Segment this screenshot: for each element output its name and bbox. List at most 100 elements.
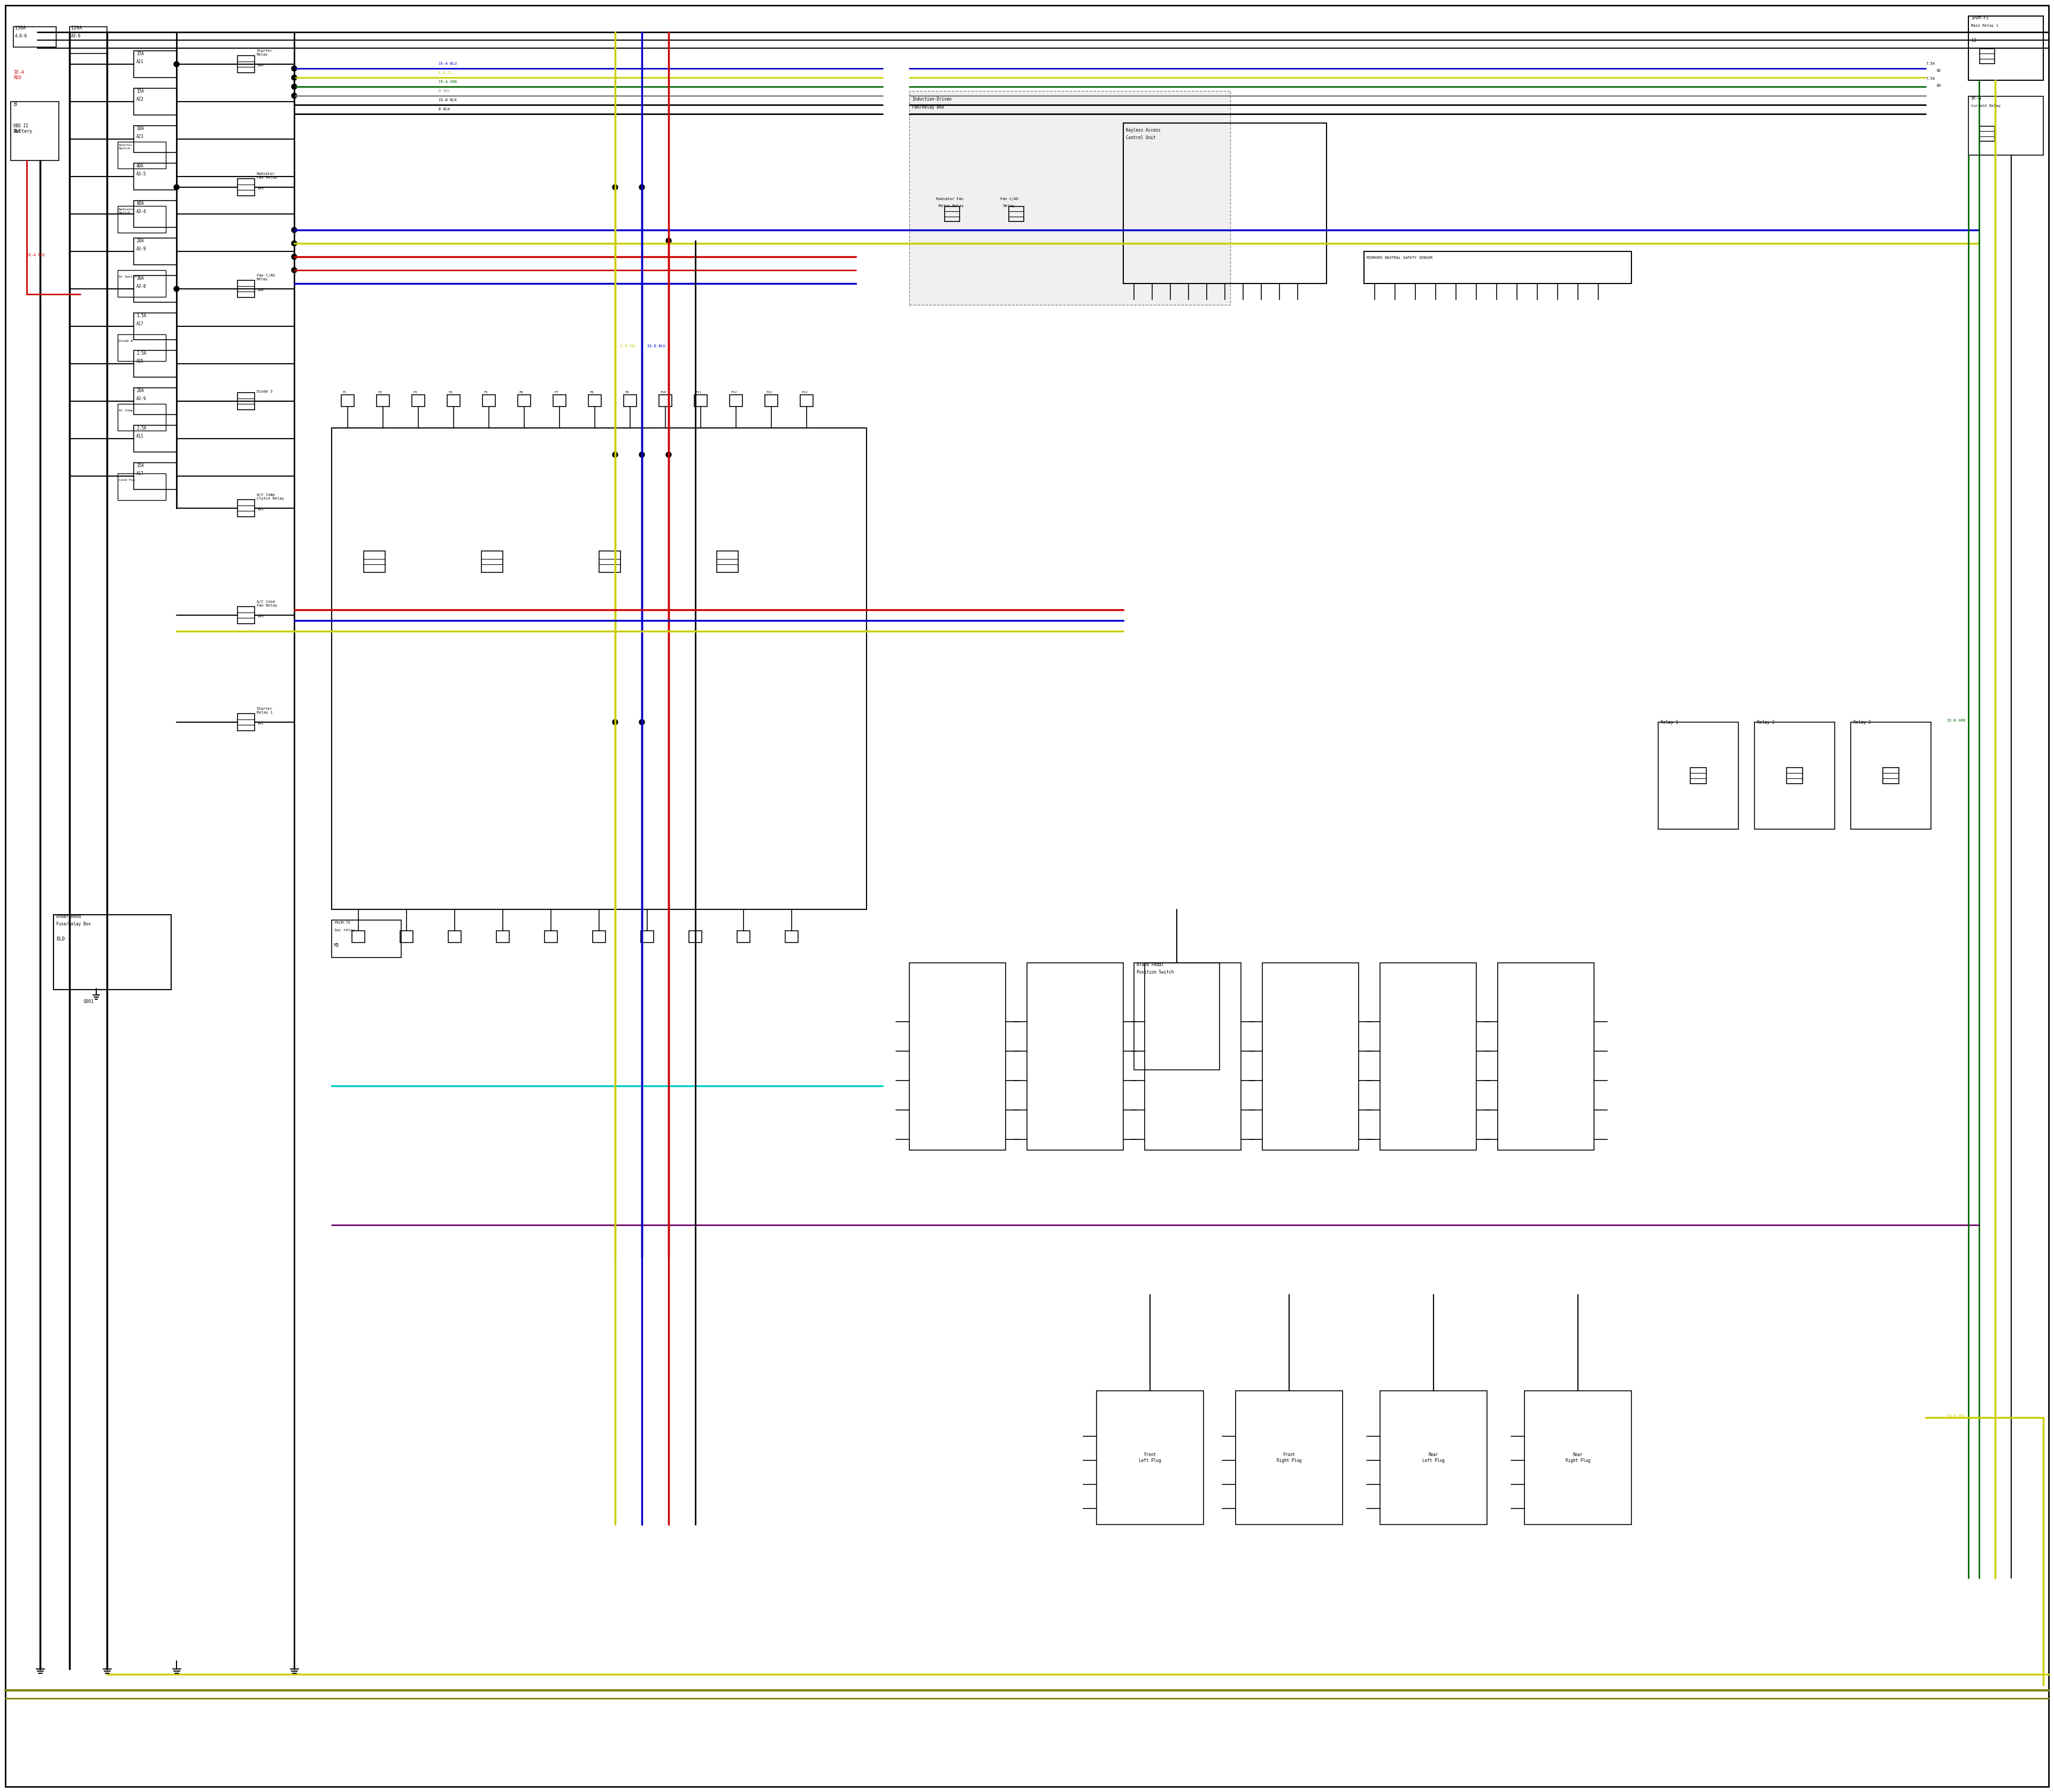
Text: ELD: ELD (55, 937, 66, 941)
Text: Radiator
Switch: Radiator Switch (119, 208, 136, 213)
Text: A17: A17 (136, 321, 144, 326)
Bar (785, 930, 799, 943)
Text: Front
Left Plug: Front Left Plug (1138, 1453, 1161, 1462)
Bar (238, 280, 255, 297)
Circle shape (175, 61, 179, 66)
Bar (1690, 767, 1707, 783)
Bar (117, 271, 166, 297)
Text: Induction-Driven: Induction-Driven (912, 97, 951, 102)
Text: B: B (14, 102, 16, 108)
Bar (1009, 206, 1023, 222)
Text: Diode B: Diode B (119, 340, 134, 342)
Text: Starter
Switch: Starter Switch (119, 143, 134, 151)
Bar (594, 930, 606, 943)
Text: A11: A11 (136, 434, 144, 439)
Bar (910, 962, 1006, 1150)
Bar (376, 394, 390, 407)
Text: A23: A23 (136, 134, 144, 140)
Text: BT-G: BT-G (1972, 95, 1980, 100)
Text: 30A: 30A (136, 276, 144, 281)
Text: IE-B GRN: IE-B GRN (1947, 719, 1966, 722)
Bar (238, 500, 255, 516)
Bar (117, 403, 166, 430)
Text: F12: F12 (731, 391, 737, 394)
Bar (331, 428, 867, 909)
Bar (1380, 1391, 1487, 1525)
Bar (134, 425, 177, 452)
Text: 10A: 10A (136, 125, 144, 131)
Text: 20A: 20A (136, 389, 144, 392)
Text: Starter
Relay 1: Starter Relay 1 (257, 708, 273, 715)
Text: Relay 2: Relay 2 (1756, 720, 1775, 724)
Circle shape (292, 75, 298, 81)
Text: E-B YL: E-B YL (440, 72, 452, 73)
Text: 2.5A: 2.5A (136, 426, 146, 430)
Bar (351, 930, 366, 943)
Bar (448, 394, 460, 407)
Bar (117, 206, 166, 233)
Text: A/C Cond
Fan Relay: A/C Cond Fan Relay (257, 600, 277, 607)
Bar (659, 394, 672, 407)
Text: 7.5A: 7.5A (1927, 77, 1935, 81)
Text: B3: B3 (1937, 84, 1941, 88)
Text: A22: A22 (136, 97, 144, 102)
Bar (1980, 125, 1994, 142)
Text: Current Relay: Current Relay (1972, 104, 2001, 108)
Bar (717, 550, 737, 572)
Text: A21: A21 (136, 59, 144, 65)
Text: Relay: Relay (1002, 204, 1015, 208)
Bar (497, 930, 509, 943)
Text: MIRRORS NEUTRAL SAFETY SENSOR: MIRRORS NEUTRAL SAFETY SENSOR (1366, 256, 1432, 260)
Text: 15A: 15A (136, 464, 144, 468)
Text: Fan C/AO: Fan C/AO (1000, 197, 1019, 201)
Bar (587, 394, 602, 407)
Bar (70, 27, 107, 54)
Text: F2: F2 (378, 391, 382, 394)
Bar (134, 163, 177, 190)
Text: Radiator Fan: Radiator Fan (937, 197, 963, 201)
Bar (1884, 767, 1898, 783)
Circle shape (175, 287, 179, 292)
Circle shape (639, 185, 645, 190)
Text: 1A6: 1A6 (257, 65, 263, 66)
Text: A17: A17 (136, 471, 144, 477)
Bar (1968, 16, 2044, 81)
Bar (1380, 962, 1477, 1150)
Text: OBD II
DLC: OBD II DLC (14, 124, 29, 134)
Text: IE-B YEL: IE-B YEL (1947, 1414, 1966, 1417)
Circle shape (292, 84, 298, 90)
Text: 15A: 15A (136, 90, 144, 93)
Text: A3-5: A3-5 (136, 172, 146, 177)
Text: Front
Right Plug: Front Right Plug (1278, 1453, 1302, 1462)
Text: Starter
Relay: Starter Relay (257, 48, 273, 56)
Bar (1658, 722, 1738, 830)
Bar (641, 930, 653, 943)
Text: F7: F7 (555, 391, 559, 394)
Bar (238, 179, 255, 195)
Bar (624, 394, 637, 407)
Text: Main Relay 1: Main Relay 1 (1972, 23, 1999, 27)
Text: Under Hood: Under Hood (55, 914, 80, 919)
Text: 1A1: 1A1 (257, 507, 263, 511)
Text: F5: F5 (483, 391, 487, 394)
FancyBboxPatch shape (910, 91, 1230, 305)
Bar (1237, 1391, 1343, 1525)
Text: IE-A BLU: IE-A BLU (440, 63, 456, 65)
Text: IE-B BLK: IE-B BLK (440, 99, 456, 102)
Bar (134, 314, 177, 340)
Text: A3-9: A3-9 (136, 247, 146, 251)
Text: Fan/Relay Box: Fan/Relay Box (912, 106, 945, 109)
Text: Radiator
Fan Relay: Radiator Fan Relay (257, 172, 277, 179)
Text: A/C Comp
Clutch Relay: A/C Comp Clutch Relay (257, 493, 283, 500)
Bar (729, 394, 741, 407)
Bar (694, 394, 707, 407)
Text: AC Switch: AC Switch (119, 276, 138, 278)
Text: F11: F11 (696, 391, 700, 394)
Bar (553, 394, 567, 407)
Bar (10, 102, 60, 161)
Text: 40A: 40A (136, 163, 144, 168)
Text: F9: F9 (624, 391, 629, 394)
Bar (238, 713, 255, 731)
Circle shape (612, 452, 618, 457)
Text: L1: L1 (1972, 38, 1976, 43)
